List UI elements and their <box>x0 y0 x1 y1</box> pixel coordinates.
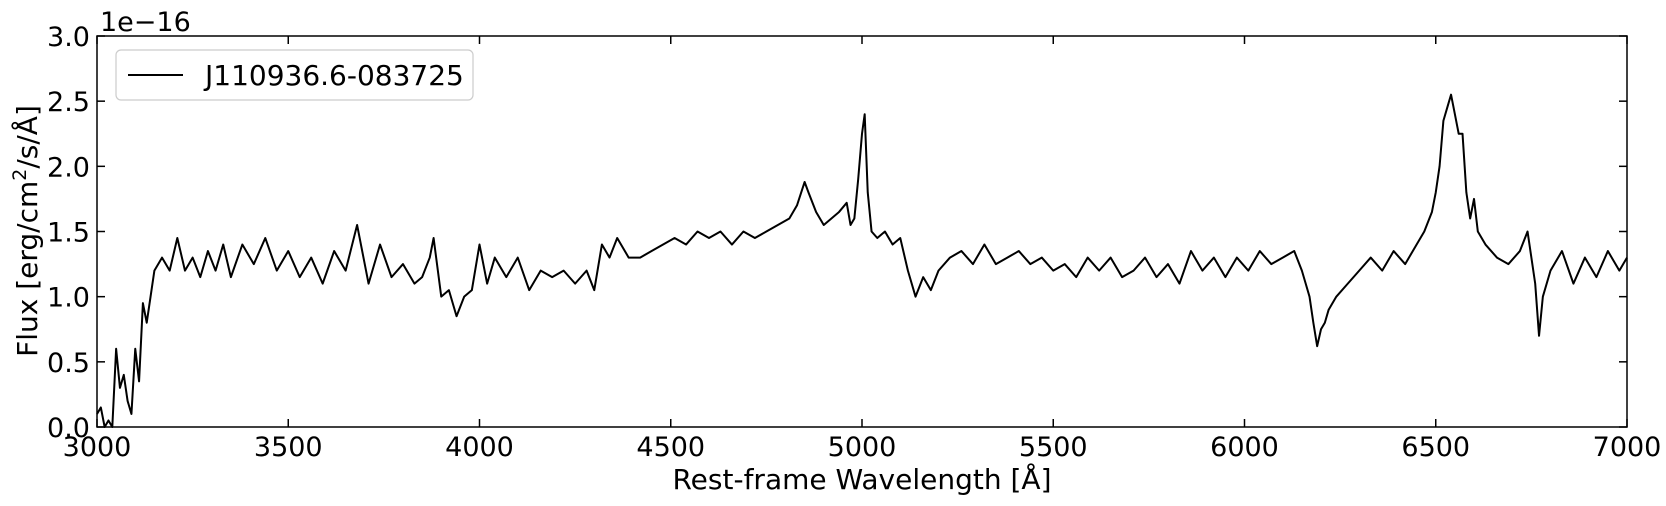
axis-tick-labels: 3000 3500 4000 4500 5000 5500 6000 6500 7000 0.0 0… <box>47 22 1661 463</box>
legend-box <box>115 49 474 101</box>
legend: J110936.6-083725 <box>115 49 474 101</box>
x-tick-label: 6000 <box>1210 432 1279 463</box>
y-tick-label: 0.5 <box>47 348 90 379</box>
plot-area <box>96 93 1628 428</box>
spectrum-line <box>96 93 1628 428</box>
y-tick-label: 2.0 <box>47 152 90 183</box>
x-axis-label: Rest-frame Wavelength [Å] <box>672 462 1051 496</box>
y-axis-label-main: Flux [erg/cm <box>11 181 44 357</box>
y-axis-label-superscript: 2 <box>9 169 31 181</box>
y-tick-label: 1.5 <box>47 218 90 249</box>
x-tick-label: 3500 <box>254 432 323 463</box>
x-tick-label: 4000 <box>445 432 514 463</box>
legend-entry-label: J110936.6-083725 <box>203 59 464 92</box>
x-tick-label: 6500 <box>1401 432 1470 463</box>
x-tick-label: 7000 <box>1593 432 1662 463</box>
y-tick-label: 1.0 <box>47 283 90 314</box>
y-axis-label-unit-tail: /s/Å] <box>10 105 44 169</box>
y-tick-label: 2.5 <box>47 87 90 118</box>
y-axis-label: Flux [erg/cm2/s/Å] <box>9 105 44 357</box>
x-tick-label: 3000 <box>63 432 132 463</box>
y-offset-text: 1e−16 <box>100 7 191 38</box>
axes-frame <box>96 35 1628 428</box>
x-tick-label: 5500 <box>1019 432 1088 463</box>
y-tick-label: 3.0 <box>47 22 90 53</box>
x-tick-label: 4500 <box>636 432 705 463</box>
y-tick-label: 0.0 <box>47 413 90 444</box>
x-tick-label: 5000 <box>828 432 897 463</box>
